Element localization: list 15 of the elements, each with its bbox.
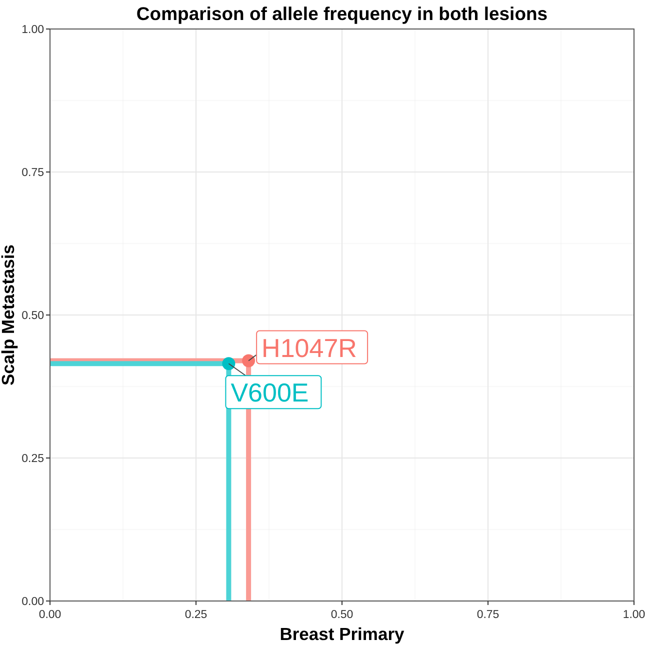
chart-title: Comparison of allele frequency in both lesions [136,3,548,24]
y-tick-label: 0.25 [22,453,44,466]
x-tick-label: 1.00 [622,609,645,621]
y-axis-title: Scalp Metastasis [0,244,18,386]
y-tick-label: 0.75 [22,167,44,180]
y-tick-label: 0.00 [22,596,44,608]
x-axis-title: Breast Primary [280,624,405,644]
x-tick-label: 0.50 [330,609,354,621]
x-tick-label: 0.25 [184,609,208,621]
series-label: H1047R [262,332,357,363]
x-tick-label: 0.00 [38,609,62,621]
series-label: V600E [230,378,309,408]
y-tick-label: 1.00 [22,24,44,36]
x-tick-label: 0.75 [476,609,500,621]
y-tick-label: 0.50 [22,310,44,322]
